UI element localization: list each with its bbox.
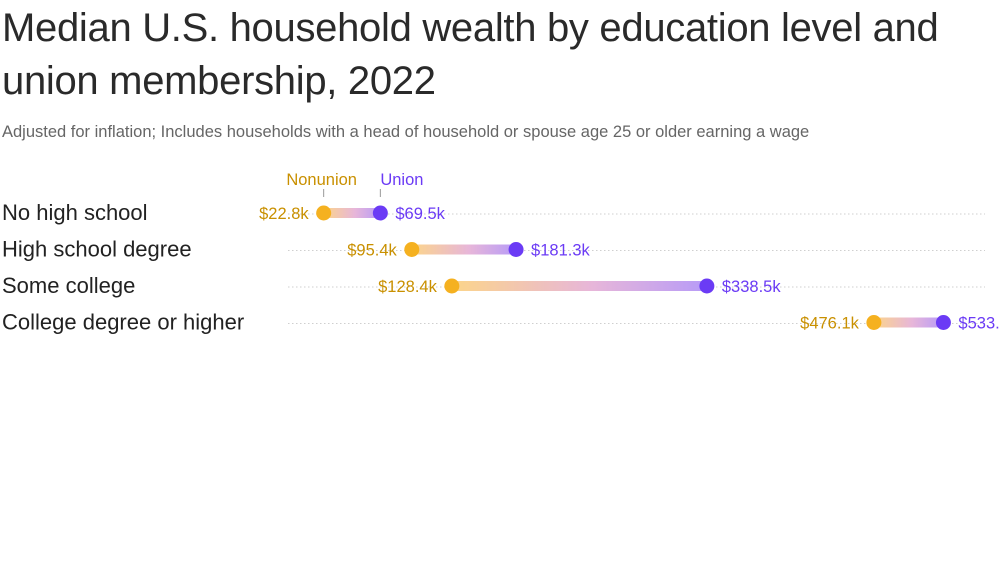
legend: Nonunion Union	[286, 171, 423, 197]
category-label: No high school	[2, 200, 148, 225]
legend-union-label: Union	[380, 171, 423, 189]
chart-rows: No high school $22.8k $69.5k High school de…	[2, 200, 1000, 335]
union-value-label: $533.4k	[958, 315, 1000, 333]
union-dot	[372, 205, 388, 221]
connector-bar	[873, 317, 944, 328]
nonunion-value-label: $128.4k	[378, 278, 437, 296]
connector-bar	[451, 281, 707, 291]
nonunion-value-label: $95.4k	[347, 242, 397, 260]
union-value-label: $69.5k	[395, 205, 445, 223]
chart-row: High school degree $95.4k $181.3k	[2, 237, 985, 262]
chart-row: College degree or higher $476.1k $533.4k	[2, 310, 1000, 335]
chart-row: Some college $128.4k $338.5k	[2, 273, 985, 298]
connector-bar	[323, 208, 381, 218]
legend-nonunion-label: Nonunion	[286, 171, 357, 189]
connector-bar	[411, 244, 517, 255]
union-value-label: $338.5k	[722, 278, 781, 296]
chart-row: No high school $22.8k $69.5k	[2, 200, 985, 225]
union-dot	[508, 242, 524, 257]
chart-subtitle: Adjusted for inflation; Includes househo…	[2, 123, 810, 141]
dumbbell-chart: Nonunion Union No high school $22.8k $69.5k…	[2, 171, 1000, 335]
category-label: High school degree	[2, 237, 192, 262]
union-value-label: $181.3k	[531, 242, 590, 260]
union-dot	[699, 278, 715, 294]
union-dot	[935, 315, 951, 330]
nonunion-value-label: $22.8k	[259, 205, 309, 223]
nonunion-dot	[404, 242, 420, 257]
chart-title: Median U.S. household wealth by educatio…	[2, 6, 939, 103]
nonunion-value-label: $476.1k	[800, 315, 859, 333]
nonunion-dot	[866, 315, 882, 330]
nonunion-dot	[316, 205, 332, 221]
nonunion-dot	[444, 278, 460, 294]
category-label: College degree or higher	[2, 310, 244, 335]
category-label: Some college	[2, 273, 135, 298]
